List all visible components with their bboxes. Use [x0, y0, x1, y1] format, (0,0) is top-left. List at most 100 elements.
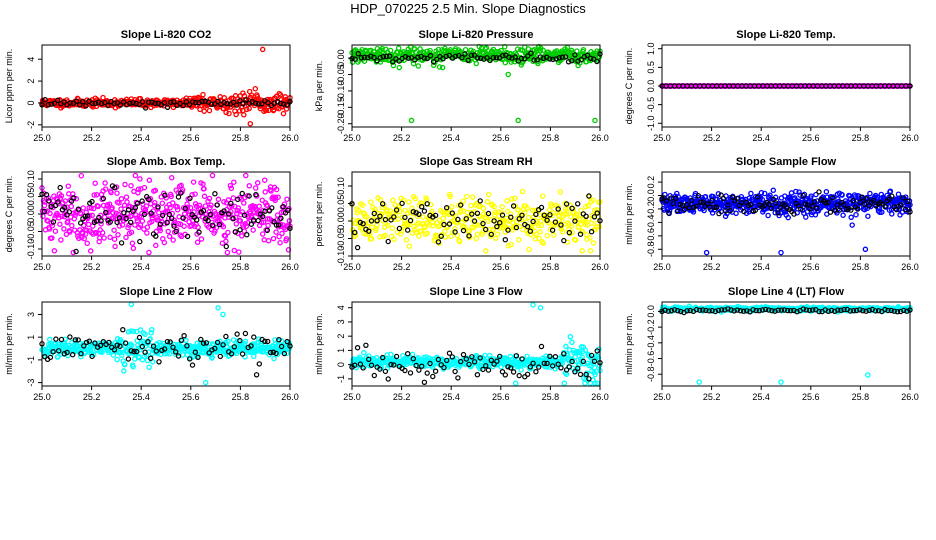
data-point [184, 201, 190, 207]
data-point [441, 364, 447, 371]
data-point [367, 231, 373, 237]
data-point [76, 102, 83, 108]
data-point [45, 102, 52, 108]
y-tick-label: 2 [336, 334, 346, 339]
y-tick-label: -0.8 [646, 242, 656, 258]
data-point [228, 185, 235, 192]
data-point [523, 219, 529, 225]
data-point [829, 195, 836, 201]
data-point [832, 308, 838, 314]
panel-title: Slope Line 3 Flow [430, 286, 523, 298]
data-point [50, 219, 57, 225]
data-point [79, 230, 86, 237]
data-point [733, 210, 739, 217]
data-point [866, 203, 872, 209]
plot-frame [661, 301, 911, 387]
data-point [206, 107, 213, 114]
data-point [446, 221, 453, 227]
data-point [449, 354, 455, 360]
data-point [861, 201, 868, 207]
x-tick-label: 26.0 [901, 133, 919, 143]
data-point [361, 54, 368, 60]
data-point [111, 347, 118, 353]
data-point [519, 212, 525, 218]
data-point [488, 216, 494, 223]
data-point [882, 306, 888, 313]
data-point [122, 361, 128, 368]
data-point [208, 101, 215, 108]
data-point [553, 56, 559, 62]
data-point [898, 202, 904, 208]
y-tick-label: -0.2 [646, 201, 656, 217]
data-point [148, 210, 154, 216]
y-axis-label: ml/min per min. [314, 313, 324, 375]
data-point [577, 349, 583, 356]
data-point [384, 222, 391, 229]
panel-title: Slope Amb. Box Temp. [107, 156, 226, 168]
data-point [572, 52, 578, 58]
data-point [558, 365, 564, 371]
data-point [118, 206, 124, 212]
data-point [142, 105, 149, 111]
data-point [430, 373, 436, 380]
data-point [58, 237, 64, 243]
data-point [594, 210, 600, 216]
data-point [217, 353, 223, 360]
x-tick-label: 25.0 [653, 133, 671, 143]
data-point [92, 340, 98, 346]
data-point [850, 308, 857, 314]
data-point [381, 202, 387, 208]
data-point [117, 343, 123, 349]
data-point [46, 198, 52, 204]
data-point [67, 334, 73, 340]
data-point [186, 356, 193, 362]
data-point [551, 232, 557, 238]
data-point [273, 229, 279, 235]
data-point [196, 229, 202, 235]
data-point [73, 248, 79, 255]
data-point [477, 355, 483, 361]
data-point [823, 188, 830, 195]
data-point [355, 207, 362, 214]
data-point [586, 376, 592, 382]
data-point [566, 364, 573, 370]
data-point [505, 364, 511, 370]
data-point [697, 307, 703, 313]
data-point [828, 307, 835, 314]
x-tick-label: 26.0 [281, 133, 299, 143]
data-point [252, 185, 259, 191]
data-point [596, 223, 603, 230]
data-point [181, 333, 187, 339]
data-point [262, 189, 268, 195]
y-tick-label: -2 [26, 121, 36, 129]
data-point [813, 191, 819, 198]
data-point [276, 90, 283, 97]
data-point [251, 353, 257, 360]
data-point [374, 58, 380, 64]
data-point [772, 308, 778, 314]
data-point [233, 111, 239, 118]
data-point [215, 196, 222, 203]
data-point [438, 362, 444, 368]
data-point [569, 229, 575, 236]
data-point [791, 211, 797, 217]
data-point [563, 201, 570, 207]
data-point [111, 100, 117, 107]
data-point [756, 308, 763, 314]
data-point [716, 210, 722, 217]
data-point [867, 190, 873, 197]
data-point [62, 198, 69, 204]
series-black [39, 96, 293, 111]
data-point [766, 307, 772, 313]
x-tick-label: 25.4 [442, 392, 460, 402]
data-point [152, 199, 158, 206]
data-point [812, 212, 819, 218]
plot-frame [351, 301, 601, 387]
data-point [168, 193, 174, 200]
data-point [57, 195, 64, 202]
y-tick-label: 4 [26, 57, 36, 62]
data-point [584, 52, 591, 59]
data-point [566, 229, 573, 236]
data-point [798, 206, 804, 212]
data-point [237, 337, 243, 344]
